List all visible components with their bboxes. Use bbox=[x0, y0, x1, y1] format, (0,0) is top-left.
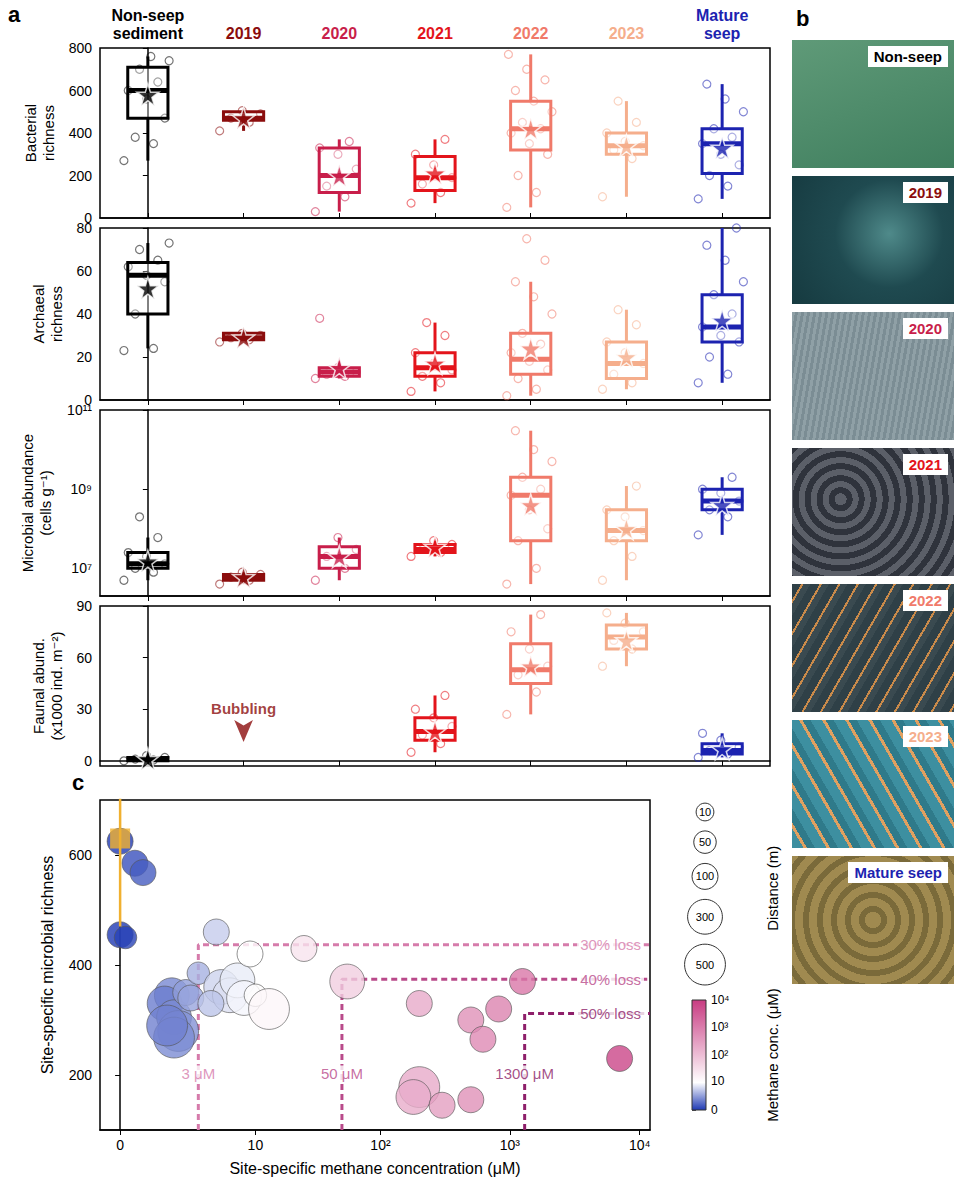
svg-text:800: 800 bbox=[69, 40, 93, 56]
svg-text:60: 60 bbox=[76, 263, 92, 279]
svg-text:Site-specific microbial richne: Site-specific microbial richness bbox=[39, 856, 56, 1075]
svg-text:50% loss: 50% loss bbox=[580, 1005, 641, 1022]
html-text:2020: 2020 bbox=[908, 320, 942, 337]
svg-text:10²: 10² bbox=[370, 1137, 391, 1153]
svg-text:10: 10 bbox=[711, 1074, 725, 1088]
svg-text:sediment: sediment bbox=[113, 25, 184, 42]
svg-text:30% loss: 30% loss bbox=[580, 936, 641, 953]
svg-text:(cells g⁻¹): (cells g⁻¹) bbox=[37, 470, 54, 535]
html-text:c: c bbox=[72, 770, 85, 795]
html-text:a: a bbox=[8, 2, 21, 27]
svg-text:10¹¹: 10¹¹ bbox=[67, 402, 92, 418]
svg-text:2020: 2020 bbox=[321, 25, 357, 42]
svg-text:600: 600 bbox=[69, 847, 93, 863]
svg-text:50 μM: 50 μM bbox=[321, 1065, 363, 1082]
svg-text:50: 50 bbox=[699, 836, 711, 848]
html-text:2021: 2021 bbox=[908, 456, 942, 473]
svg-text:0: 0 bbox=[84, 392, 92, 408]
svg-text:200: 200 bbox=[69, 168, 93, 184]
svg-text:10²: 10² bbox=[711, 1048, 728, 1062]
svg-text:(x1000 ind. m⁻²): (x1000 ind. m⁻²) bbox=[48, 632, 65, 741]
html-text:2019: 2019 bbox=[908, 184, 942, 201]
svg-text:10⁷: 10⁷ bbox=[71, 560, 92, 576]
svg-text:1300 μM: 1300 μM bbox=[495, 1065, 554, 1082]
svg-text:Microbial abundance: Microbial abundance bbox=[19, 434, 36, 572]
svg-text:0: 0 bbox=[711, 1103, 718, 1117]
svg-text:400: 400 bbox=[69, 125, 93, 141]
svg-text:10⁴: 10⁴ bbox=[629, 1137, 651, 1153]
html-text:2022: 2022 bbox=[908, 592, 942, 609]
svg-text:Site-specific methane concentr: Site-specific methane concentration (μM) bbox=[229, 1160, 520, 1177]
svg-text:30: 30 bbox=[76, 701, 92, 717]
svg-text:200: 200 bbox=[69, 1067, 93, 1083]
svg-text:10³: 10³ bbox=[711, 1020, 728, 1034]
svg-text:richness: richness bbox=[40, 105, 57, 161]
svg-text:2023: 2023 bbox=[609, 25, 645, 42]
svg-text:40: 40 bbox=[76, 306, 92, 322]
svg-text:Bubbling: Bubbling bbox=[211, 700, 276, 717]
svg-text:90: 90 bbox=[76, 598, 92, 614]
svg-text:20: 20 bbox=[76, 349, 92, 365]
svg-text:10⁴: 10⁴ bbox=[711, 993, 730, 1007]
svg-text:2021: 2021 bbox=[417, 25, 453, 42]
html-text:Mature seep: Mature seep bbox=[854, 864, 942, 881]
svg-text:2019: 2019 bbox=[226, 25, 262, 42]
svg-text:0: 0 bbox=[116, 1137, 124, 1153]
svg-text:2022: 2022 bbox=[513, 25, 549, 42]
svg-text:40% loss: 40% loss bbox=[580, 971, 641, 988]
svg-text:80: 80 bbox=[76, 220, 92, 236]
svg-text:10: 10 bbox=[699, 806, 711, 818]
svg-text:60: 60 bbox=[76, 650, 92, 666]
svg-text:400: 400 bbox=[69, 957, 93, 973]
svg-text:600: 600 bbox=[69, 83, 93, 99]
svg-text:Methane conc. (μM): Methane conc. (μM) bbox=[764, 988, 781, 1122]
svg-text:Archaeal: Archaeal bbox=[30, 284, 47, 343]
svg-text:Bacterial: Bacterial bbox=[22, 104, 39, 162]
svg-text:0: 0 bbox=[84, 210, 92, 226]
svg-text:3 μM: 3 μM bbox=[181, 1065, 215, 1082]
svg-text:Faunal abund.: Faunal abund. bbox=[30, 638, 47, 734]
html-text:Non-seep: Non-seep bbox=[873, 48, 942, 65]
svg-text:500: 500 bbox=[696, 959, 714, 971]
svg-text:Distance (m): Distance (m) bbox=[764, 846, 781, 931]
svg-text:300: 300 bbox=[696, 911, 714, 923]
svg-text:100: 100 bbox=[696, 870, 714, 882]
html-text:b: b bbox=[796, 6, 810, 31]
svg-text:Non-seep: Non-seep bbox=[111, 7, 184, 24]
svg-text:richness: richness bbox=[48, 286, 65, 342]
html-text:2023: 2023 bbox=[908, 728, 942, 745]
svg-text:seep: seep bbox=[704, 25, 741, 42]
svg-text:10: 10 bbox=[248, 1137, 264, 1153]
svg-text:10⁹: 10⁹ bbox=[70, 481, 92, 497]
svg-text:Mature: Mature bbox=[696, 7, 749, 24]
svg-text:10³: 10³ bbox=[500, 1137, 521, 1153]
svg-text:0: 0 bbox=[84, 753, 92, 769]
